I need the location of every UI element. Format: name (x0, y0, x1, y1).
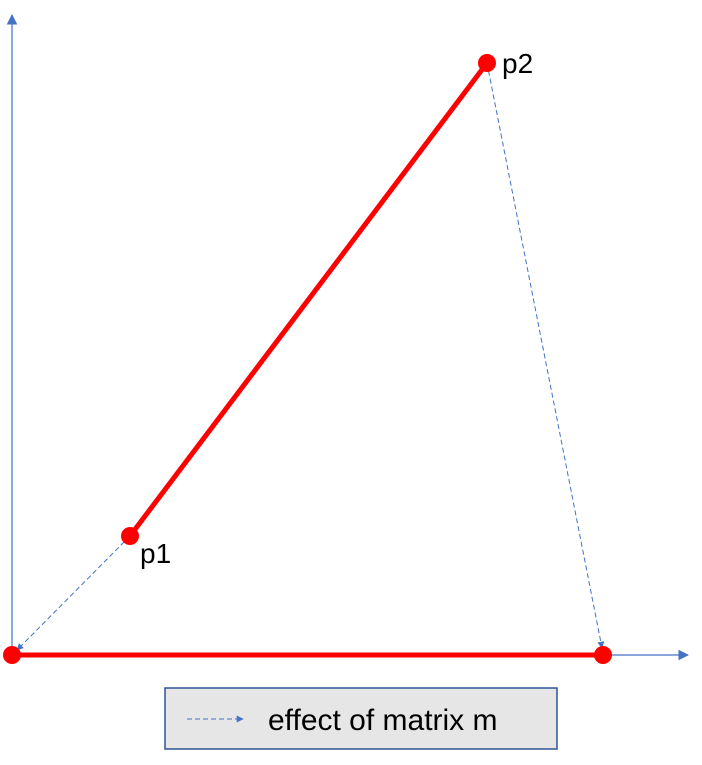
legend-label: effect of matrix m (268, 704, 498, 737)
transform-arrow-p1 (16, 535, 131, 651)
transform-arrow-p2 (486, 62, 605, 649)
point-p1 (121, 527, 139, 545)
label-p1: p1 (140, 538, 171, 569)
point-transformed-p2 (594, 646, 612, 664)
point-transformed-p1 (3, 646, 21, 664)
point-p2 (478, 54, 496, 72)
legend: effect of matrix m (164, 687, 558, 750)
segment-p1-p2 (127, 60, 490, 539)
label-p2: p2 (502, 48, 533, 79)
